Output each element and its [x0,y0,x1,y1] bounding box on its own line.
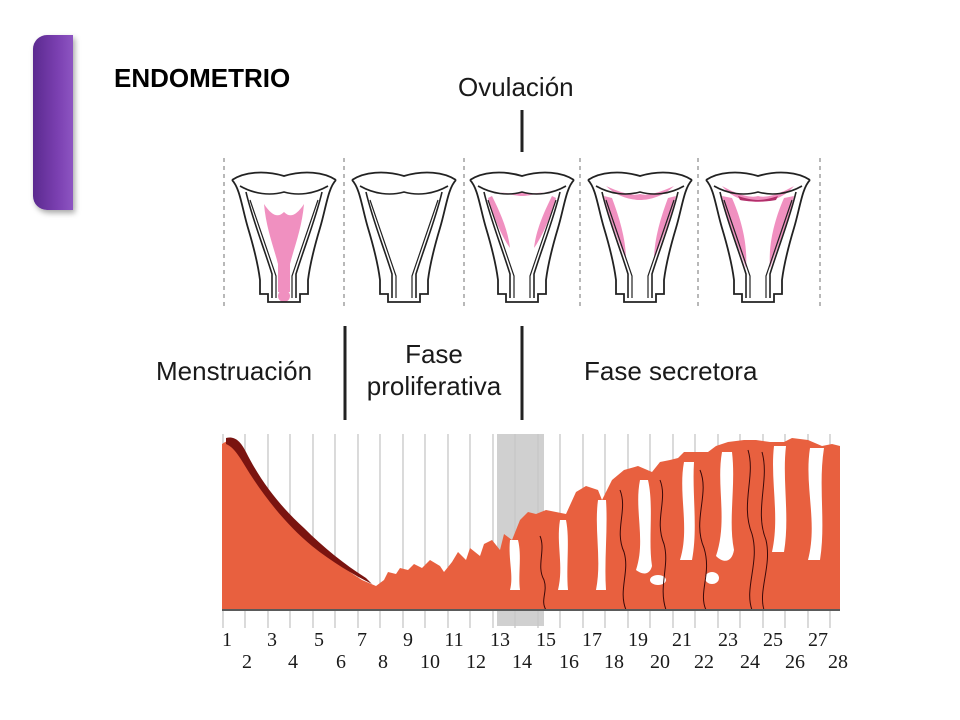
day-label: 5 [314,629,324,651]
day-label: 25 [763,629,783,651]
uterus-separators [223,158,821,310]
uterus-stage-1 [231,171,337,303]
shedding-layer [226,437,372,584]
day-label: 27 [808,629,828,651]
day-label: 14 [512,651,532,673]
endometrial-glands [509,446,824,590]
day-label: 18 [604,651,624,673]
secretory-label: Fase secretora [584,356,758,386]
day-label: 15 [536,629,556,651]
day-label: 22 [694,651,714,673]
proliferative-label: Fase proliferativa [352,338,516,402]
day-label: 9 [403,629,413,651]
uterus-stage-3 [469,171,575,303]
slide-title: ENDOMETRIO [114,63,291,93]
day-label: 2 [242,651,252,673]
day-label: 16 [559,651,579,673]
menstruation-label: Menstruación [156,356,313,386]
day-label: 21 [672,629,692,651]
uterus-stage-5 [705,171,811,303]
day-label: 10 [420,651,440,673]
day-label: 11 [444,629,463,651]
uterus-stage-2 [351,171,457,303]
day-label: 4 [288,651,298,673]
ovulation-label: Ovulación [458,72,574,102]
proliferative-label-line1: Fase [405,339,463,369]
spiral-arteries [539,449,768,611]
day-label: 24 [740,651,760,673]
day-label: 7 [357,629,367,651]
day-label: 12 [466,651,486,673]
day-labels: 1 2 3 4 5 6 7 8 9 10 11 12 13 14 15 16 1… [222,629,848,673]
day-label: 17 [582,629,602,651]
day-label: 1 [222,629,232,651]
day-label: 26 [785,651,805,673]
day-label: 3 [267,629,277,651]
accent-bar [33,35,73,210]
day-label: 20 [650,651,670,673]
proliferative-label-line2: proliferativa [366,371,502,401]
day-label: 28 [828,651,848,673]
uterus-stage-4 [587,171,693,303]
day-label: 23 [718,629,738,651]
day-label: 8 [378,651,388,673]
day-label: 6 [336,651,346,673]
day-label: 13 [490,629,510,651]
day-label: 19 [628,629,648,651]
